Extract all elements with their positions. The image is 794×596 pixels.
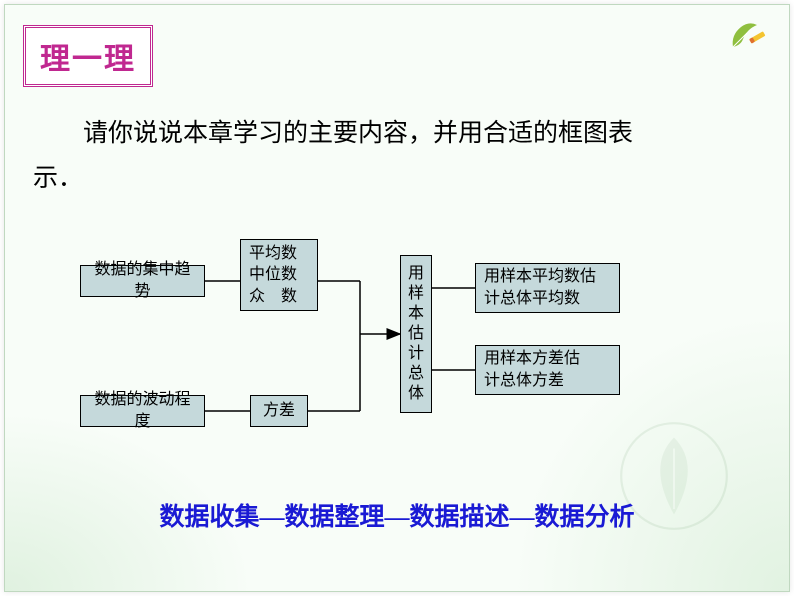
intro-line1: 请你说说本章学习的主要内容，并用合适的框图表 [83,120,633,147]
flowchart-node: 数据的集中趋势 [80,265,205,297]
flowchart-node: 数据的波动程度 [80,395,205,427]
title-box: 理一理 [23,25,153,87]
slide: 理一理 请你说说本章学习的主要内容，并用合适的框图表 示． 数据的集中趋势 平均数… [4,4,790,592]
intro-line2: 示． [33,165,83,192]
flowchart-node: 用样本平均数估计总体平均数 [475,263,620,313]
flowchart-node: 用样本估计总体 [400,255,432,413]
flowchart-node: 平均数中位数众 数 [240,239,318,311]
flowchart-node: 方差 [250,395,308,427]
title-text: 理一理 [40,43,136,76]
intro-paragraph: 请你说说本章学习的主要内容，并用合适的框图表 示． [33,111,761,201]
bottom-summary-text: 数据收集—数据整理—数据描述—数据分析 [159,504,634,531]
corner-icon [727,17,767,57]
bottom-summary: 数据收集—数据整理—数据描述—数据分析 [5,497,789,533]
flowchart: 数据的集中趋势 平均数中位数众 数数据的波动程度 方差 用样本估计总体 用样本平均数估计… [70,225,710,455]
flowchart-node: 用样本方差估计总体方差 [475,345,620,395]
